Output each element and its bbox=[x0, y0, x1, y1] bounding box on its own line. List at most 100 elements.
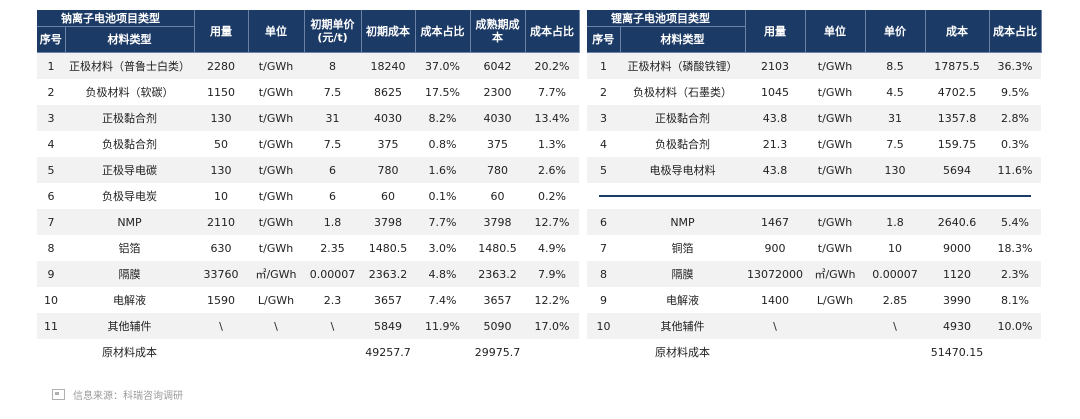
table-cell: 12.2% bbox=[525, 287, 579, 313]
table-cell: 49257.7 bbox=[361, 339, 415, 365]
table-cell: 5 bbox=[587, 157, 620, 183]
table-cell: 31 bbox=[304, 105, 361, 131]
table-cell: 17875.5 bbox=[925, 52, 989, 79]
table-cell: 17.5% bbox=[415, 79, 470, 105]
table-cell: 4.5 bbox=[865, 79, 925, 105]
table-cell: 1.8 bbox=[865, 209, 925, 235]
table-cell bbox=[805, 339, 865, 365]
table-cell: 6 bbox=[37, 183, 65, 209]
table-cell: 3798 bbox=[470, 209, 525, 235]
table-cell: 2 bbox=[37, 79, 65, 105]
table-row: 10 其他辅件 \ \ 4930 10.0% bbox=[587, 313, 1041, 339]
table-cell: 6 bbox=[587, 209, 620, 235]
table-cell: 7.5 bbox=[304, 131, 361, 157]
table-cell: 3 bbox=[37, 105, 65, 131]
table-row: 6 负极导电炭 10 t/GWh 6 60 0.1% 60 0.2% bbox=[37, 183, 579, 209]
table-cell: 4 bbox=[37, 131, 65, 157]
table-cell: 0.3% bbox=[989, 131, 1041, 157]
table-cell: 50 bbox=[194, 131, 248, 157]
table-cell: 900 bbox=[745, 235, 805, 261]
table-cell: 隔膜 bbox=[65, 261, 194, 287]
table-cell: 原材料成本 bbox=[65, 339, 194, 365]
table-cell: ㎡/GWh bbox=[248, 261, 304, 287]
table-row: 10 电解液 1590 L/GWh 2.3 3657 7.4% 3657 12.2% bbox=[37, 287, 579, 313]
table-cell: 31 bbox=[865, 105, 925, 131]
table-row: 原材料成本 49257.7 29975.7 bbox=[37, 339, 579, 365]
source-text: 信息来源：科瑞咨询调研 bbox=[73, 391, 183, 402]
table-cell: 5.4% bbox=[989, 209, 1041, 235]
table-row: 4 负极黏合剂 50 t/GWh 7.5 375 0.8% 375 1.3% bbox=[37, 131, 579, 157]
table-cell: 1357.8 bbox=[925, 105, 989, 131]
table-cell: 6 bbox=[304, 183, 361, 209]
header-cost: 成本 bbox=[925, 10, 990, 53]
table-cell: 4.9% bbox=[525, 235, 579, 261]
table-cell: t/GWh bbox=[248, 52, 304, 79]
table-cell: 130 bbox=[194, 157, 248, 183]
table-cell: 7.9% bbox=[525, 261, 579, 287]
table-row: 5 电极导电材料 43.8 t/GWh 130 5694 11.6% bbox=[587, 157, 1041, 183]
table-cell: NMP bbox=[65, 209, 194, 235]
table-cell: 2.35 bbox=[304, 235, 361, 261]
table-cell: ㎡/GWh bbox=[805, 261, 865, 287]
table-row: 原材料成本 51470.15 bbox=[587, 339, 1041, 365]
table-cell: 18.3% bbox=[989, 235, 1041, 261]
table-cell: 1.8 bbox=[304, 209, 361, 235]
table-cell: 7.5 bbox=[304, 79, 361, 105]
table-cell: 8.1% bbox=[989, 287, 1041, 313]
header-unit: 单位 bbox=[805, 10, 866, 53]
table-cell: 3657 bbox=[470, 287, 525, 313]
table-row: 5 正极导电碳 130 t/GWh 6 780 1.6% 780 2.6% bbox=[37, 157, 579, 183]
table-cell: 130 bbox=[194, 105, 248, 131]
table-cell: 7 bbox=[587, 235, 620, 261]
table-cell: 10 bbox=[37, 287, 65, 313]
table-cell: 60 bbox=[361, 183, 415, 209]
table-cell: 4030 bbox=[470, 105, 525, 131]
table-cell: 2103 bbox=[745, 52, 805, 79]
table-cell: 11.9% bbox=[415, 313, 470, 339]
table-cell: 29975.7 bbox=[470, 339, 525, 365]
source-note: 信息来源：科瑞咨询调研 bbox=[52, 387, 183, 402]
table-cell: 3 bbox=[587, 105, 620, 131]
table-cell: 1120 bbox=[925, 261, 989, 287]
table-cell bbox=[745, 339, 805, 365]
table-cell: 5694 bbox=[925, 157, 989, 183]
table-cell: 2.85 bbox=[865, 287, 925, 313]
table-cell: 8 bbox=[304, 52, 361, 79]
table-cell: 0.2% bbox=[525, 183, 579, 209]
table-cell: 1480.5 bbox=[361, 235, 415, 261]
table-cell bbox=[415, 339, 470, 365]
table-cell bbox=[587, 339, 620, 365]
table-cell: 0.00007 bbox=[865, 261, 925, 287]
table-cell: 8 bbox=[587, 261, 620, 287]
table-cell: \ bbox=[304, 313, 361, 339]
table-cell: 159.75 bbox=[925, 131, 989, 157]
table-cell: 2.8% bbox=[989, 105, 1041, 131]
table-cell: 负极黏合剂 bbox=[65, 131, 194, 157]
table-cell: 0.00007 bbox=[304, 261, 361, 287]
table-cell: 1590 bbox=[194, 287, 248, 313]
table-row: 4 负极黏合剂 21.3 t/GWh 7.5 159.75 0.3% bbox=[587, 131, 1041, 157]
table-cell: 铝箔 bbox=[65, 235, 194, 261]
table-cell: 2640.6 bbox=[925, 209, 989, 235]
table-row: 7 铜箔 900 t/GWh 10 9000 18.3% bbox=[587, 235, 1041, 261]
table-row: 6 NMP 1467 t/GWh 1.8 2640.6 5.4% bbox=[587, 209, 1041, 235]
table-cell: 4702.5 bbox=[925, 79, 989, 105]
header-initial-price: 初期单价(元/t) bbox=[304, 10, 362, 53]
table-cell: 铜箔 bbox=[620, 235, 745, 261]
table-cell: L/GWh bbox=[248, 287, 304, 313]
header-initial-cost: 初期成本 bbox=[361, 10, 416, 53]
table-cell bbox=[989, 339, 1041, 365]
table-cell: \ bbox=[248, 313, 304, 339]
header-index: 序号 bbox=[37, 26, 66, 53]
table-cell: 780 bbox=[470, 157, 525, 183]
table-row: 2 负极材料（石墨类） 1045 t/GWh 4.5 4702.5 9.5% bbox=[587, 79, 1041, 105]
table-cell bbox=[37, 339, 65, 365]
table-cell: t/GWh bbox=[805, 235, 865, 261]
table-cell: 负极材料（软碳） bbox=[65, 79, 194, 105]
table-row: 3 正极黏合剂 130 t/GWh 31 4030 8.2% 4030 13.4% bbox=[37, 105, 579, 131]
table-cell: 5090 bbox=[470, 313, 525, 339]
header-price: 单价 bbox=[865, 10, 926, 53]
table-cell: 9 bbox=[37, 261, 65, 287]
table-cell: 0.1% bbox=[415, 183, 470, 209]
table-cell: NMP bbox=[620, 209, 745, 235]
